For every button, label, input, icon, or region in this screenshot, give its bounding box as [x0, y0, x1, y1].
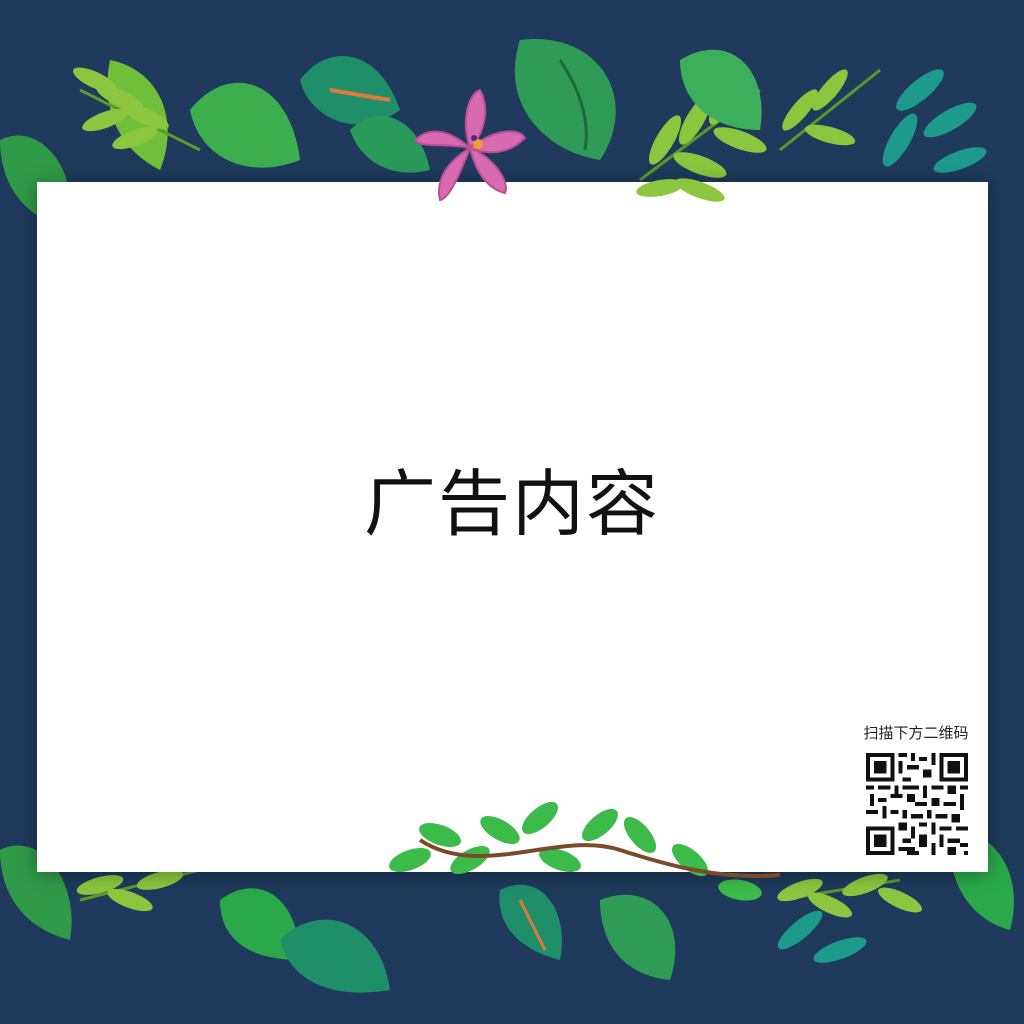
content-card [37, 182, 988, 872]
ad-headline: 广告内容 [363, 462, 660, 546]
qr-caption: 扫描下方二维码 [863, 724, 969, 742]
qr-code-icon[interactable] [866, 753, 968, 855]
